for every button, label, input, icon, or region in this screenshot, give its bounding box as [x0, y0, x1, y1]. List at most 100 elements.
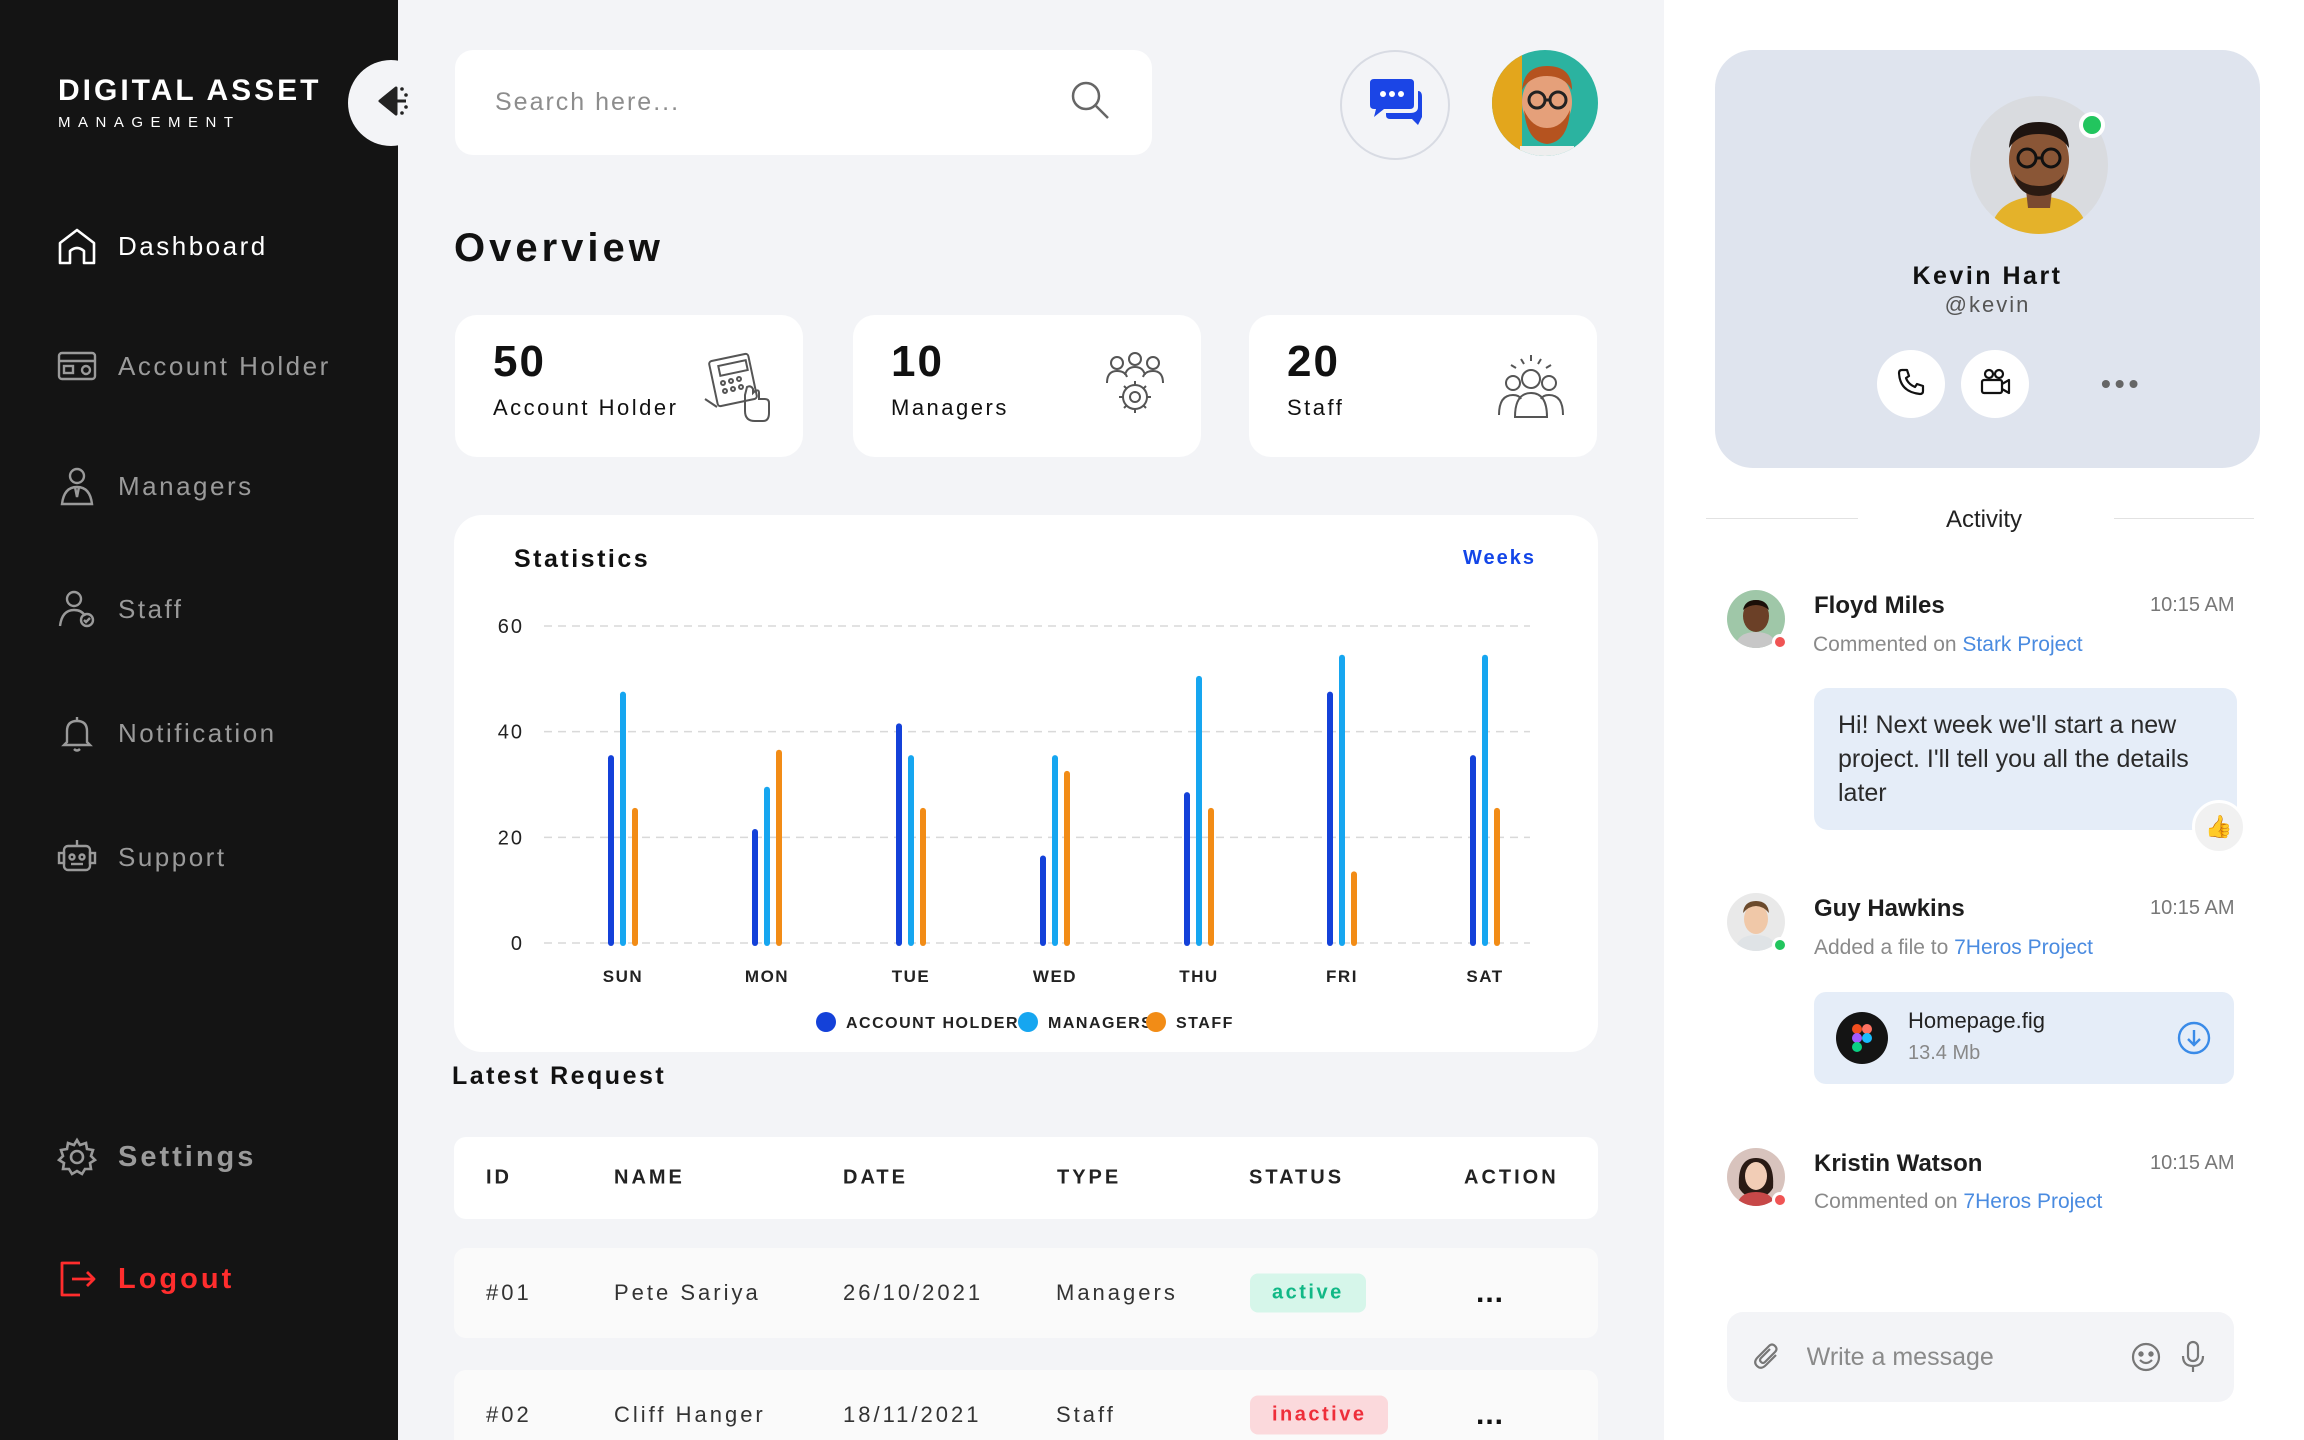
- x-tick-label: MON: [745, 967, 789, 986]
- emoji-icon[interactable]: [2129, 1339, 2163, 1375]
- legend-marker: [1018, 1012, 1038, 1032]
- row-action-menu[interactable]: ...: [1476, 1398, 1505, 1431]
- legend-label: MANAGERS: [1048, 1015, 1153, 1032]
- stat-card-staff[interactable]: 20 Staff: [1249, 315, 1597, 457]
- online-status-indicator: [2079, 112, 2105, 138]
- sidebar-item-label: Dashboard: [118, 230, 268, 261]
- user-avatar[interactable]: [1492, 50, 1598, 156]
- activity-user-name[interactable]: Floyd Miles: [1814, 592, 1945, 619]
- stat-card-managers[interactable]: 10 Managers: [853, 315, 1201, 457]
- legend-label: STAFF: [1176, 1015, 1234, 1032]
- phone-icon: [1896, 367, 1926, 402]
- cell-id: #02: [486, 1402, 532, 1427]
- table-row[interactable]: #01 Pete Sariya 26/10/2021 Managers acti…: [454, 1248, 1598, 1338]
- sidebar: DIGITAL ASSET MANAGEMENT Dashboard Accou…: [0, 0, 398, 1440]
- call-button[interactable]: [1877, 350, 1945, 418]
- message-input[interactable]: [1806, 1342, 2129, 1372]
- activity-description: Commented on 7Heros Project: [1814, 1190, 2102, 1214]
- project-link[interactable]: 7Heros Project: [1963, 1190, 2103, 1213]
- project-link[interactable]: Stark Project: [1962, 633, 2083, 656]
- activity-avatar[interactable]: [1727, 1148, 1785, 1206]
- column-header-type[interactable]: TYPE: [1057, 1166, 1122, 1189]
- y-tick-label: 0: [511, 933, 524, 955]
- download-icon[interactable]: [2176, 1020, 2212, 1056]
- row-action-menu[interactable]: ...: [1476, 1276, 1505, 1309]
- legend-marker: [816, 1012, 836, 1032]
- activity-description: Commented on Stark Project: [1813, 633, 2083, 657]
- activity-time: 10:15 AM: [2150, 897, 2235, 919]
- stat-label: Account Holder: [493, 395, 679, 420]
- cell-date: 26/10/2021: [843, 1280, 984, 1305]
- activity-user-name[interactable]: Guy Hawkins: [1814, 895, 1965, 922]
- x-tick-label: SAT: [1466, 967, 1503, 986]
- more-options-button[interactable]: •••: [2101, 368, 2143, 399]
- x-tick-label: TUE: [892, 967, 931, 986]
- sidebar-item-staff[interactable]: Staff: [56, 584, 184, 634]
- logout-button[interactable]: Logout: [56, 1254, 234, 1304]
- activity-avatar[interactable]: [1727, 590, 1785, 648]
- x-tick-label: THU: [1179, 967, 1218, 986]
- logo-subtitle: MANAGEMENT: [58, 114, 241, 131]
- table-row[interactable]: #02 Cliff Hanger 18/11/2021 Staff inacti…: [454, 1370, 1598, 1440]
- project-link[interactable]: 7Heros Project: [1954, 936, 2093, 959]
- offline-status-indicator: [1772, 634, 1788, 650]
- sidebar-item-settings[interactable]: Settings: [56, 1132, 256, 1182]
- card-icon: [56, 345, 98, 387]
- column-header-id[interactable]: ID: [486, 1166, 512, 1189]
- y-tick-label: 20: [498, 827, 524, 849]
- statistics-title: Statistics: [514, 545, 651, 573]
- column-header-action[interactable]: ACTION: [1464, 1166, 1559, 1189]
- sidebar-collapse-button[interactable]: [348, 60, 434, 146]
- sidebar-item-support[interactable]: Support: [56, 832, 227, 882]
- search-bar[interactable]: [455, 50, 1152, 155]
- manager-icon: [56, 465, 98, 507]
- sidebar-item-dashboard[interactable]: Dashboard: [56, 221, 268, 271]
- activity-title: Activity: [1945, 506, 2022, 533]
- page-title: Overview: [454, 226, 664, 270]
- sidebar-item-notification[interactable]: Notification: [56, 708, 277, 758]
- attachment-icon[interactable]: [1751, 1339, 1785, 1375]
- activity-user-name[interactable]: Kristin Watson: [1814, 1150, 1983, 1177]
- online-status-indicator: [1772, 937, 1788, 953]
- thumbs-up-icon: 👍: [2205, 814, 2233, 839]
- period-selector[interactable]: Weeks: [1462, 547, 1536, 569]
- file-name: Homepage.fig: [1908, 1008, 2045, 1033]
- column-header-name[interactable]: NAME: [614, 1166, 685, 1189]
- legend-marker: [1146, 1012, 1166, 1032]
- collapse-arrow-icon: [366, 76, 416, 131]
- latest-request-title: Latest Request: [452, 1062, 667, 1090]
- sidebar-item-label: Account Holder: [118, 350, 331, 381]
- gear-icon: [56, 1136, 98, 1178]
- search-input[interactable]: [495, 88, 1068, 117]
- figma-icon: [1836, 1012, 1888, 1064]
- file-attachment[interactable]: Homepage.fig 13.4 Mb: [1814, 992, 2234, 1084]
- chat-bubbles-icon: [1366, 77, 1424, 134]
- reaction-button[interactable]: 👍: [2192, 800, 2246, 854]
- message-bubble: Hi! Next week we'll start a new project.…: [1814, 688, 2237, 830]
- search-icon[interactable]: [1068, 78, 1112, 127]
- statistics-panel: Statistics Weeks 0 20 40 60 SUN MON TUE WED THU F…: [454, 515, 1598, 1052]
- sidebar-item-label: Staff: [118, 593, 184, 624]
- legend-label: ACCOUNT HOLDER: [846, 1015, 1019, 1032]
- divider: [1706, 518, 1858, 519]
- chat-button[interactable]: [1340, 50, 1450, 160]
- video-call-button[interactable]: [1961, 350, 2029, 418]
- logo-title: DIGITAL ASSET: [58, 74, 322, 107]
- video-camera-icon: [1979, 367, 2011, 402]
- staff-icon: [56, 588, 98, 630]
- stat-label: Managers: [891, 395, 1009, 420]
- offline-status-indicator: [1772, 1192, 1788, 1208]
- cell-type: Managers: [1056, 1280, 1178, 1305]
- profile-avatar[interactable]: [1970, 96, 2108, 234]
- profile-name: Kevin Hart: [1912, 262, 2063, 290]
- stat-card-account-holder[interactable]: 50 Account Holder: [455, 315, 803, 457]
- stat-label: Staff: [1287, 395, 1345, 420]
- column-header-status[interactable]: STATUS: [1249, 1166, 1345, 1189]
- app-logo[interactable]: DIGITAL ASSET MANAGEMENT: [58, 74, 321, 131]
- message-composer: [1727, 1312, 2234, 1402]
- x-tick-label: SUN: [603, 967, 643, 986]
- sidebar-item-account-holder[interactable]: Account Holder: [56, 341, 331, 391]
- sidebar-item-managers[interactable]: Managers: [56, 461, 254, 511]
- microphone-icon[interactable]: [2176, 1339, 2210, 1375]
- column-header-date[interactable]: DATE: [843, 1166, 908, 1189]
